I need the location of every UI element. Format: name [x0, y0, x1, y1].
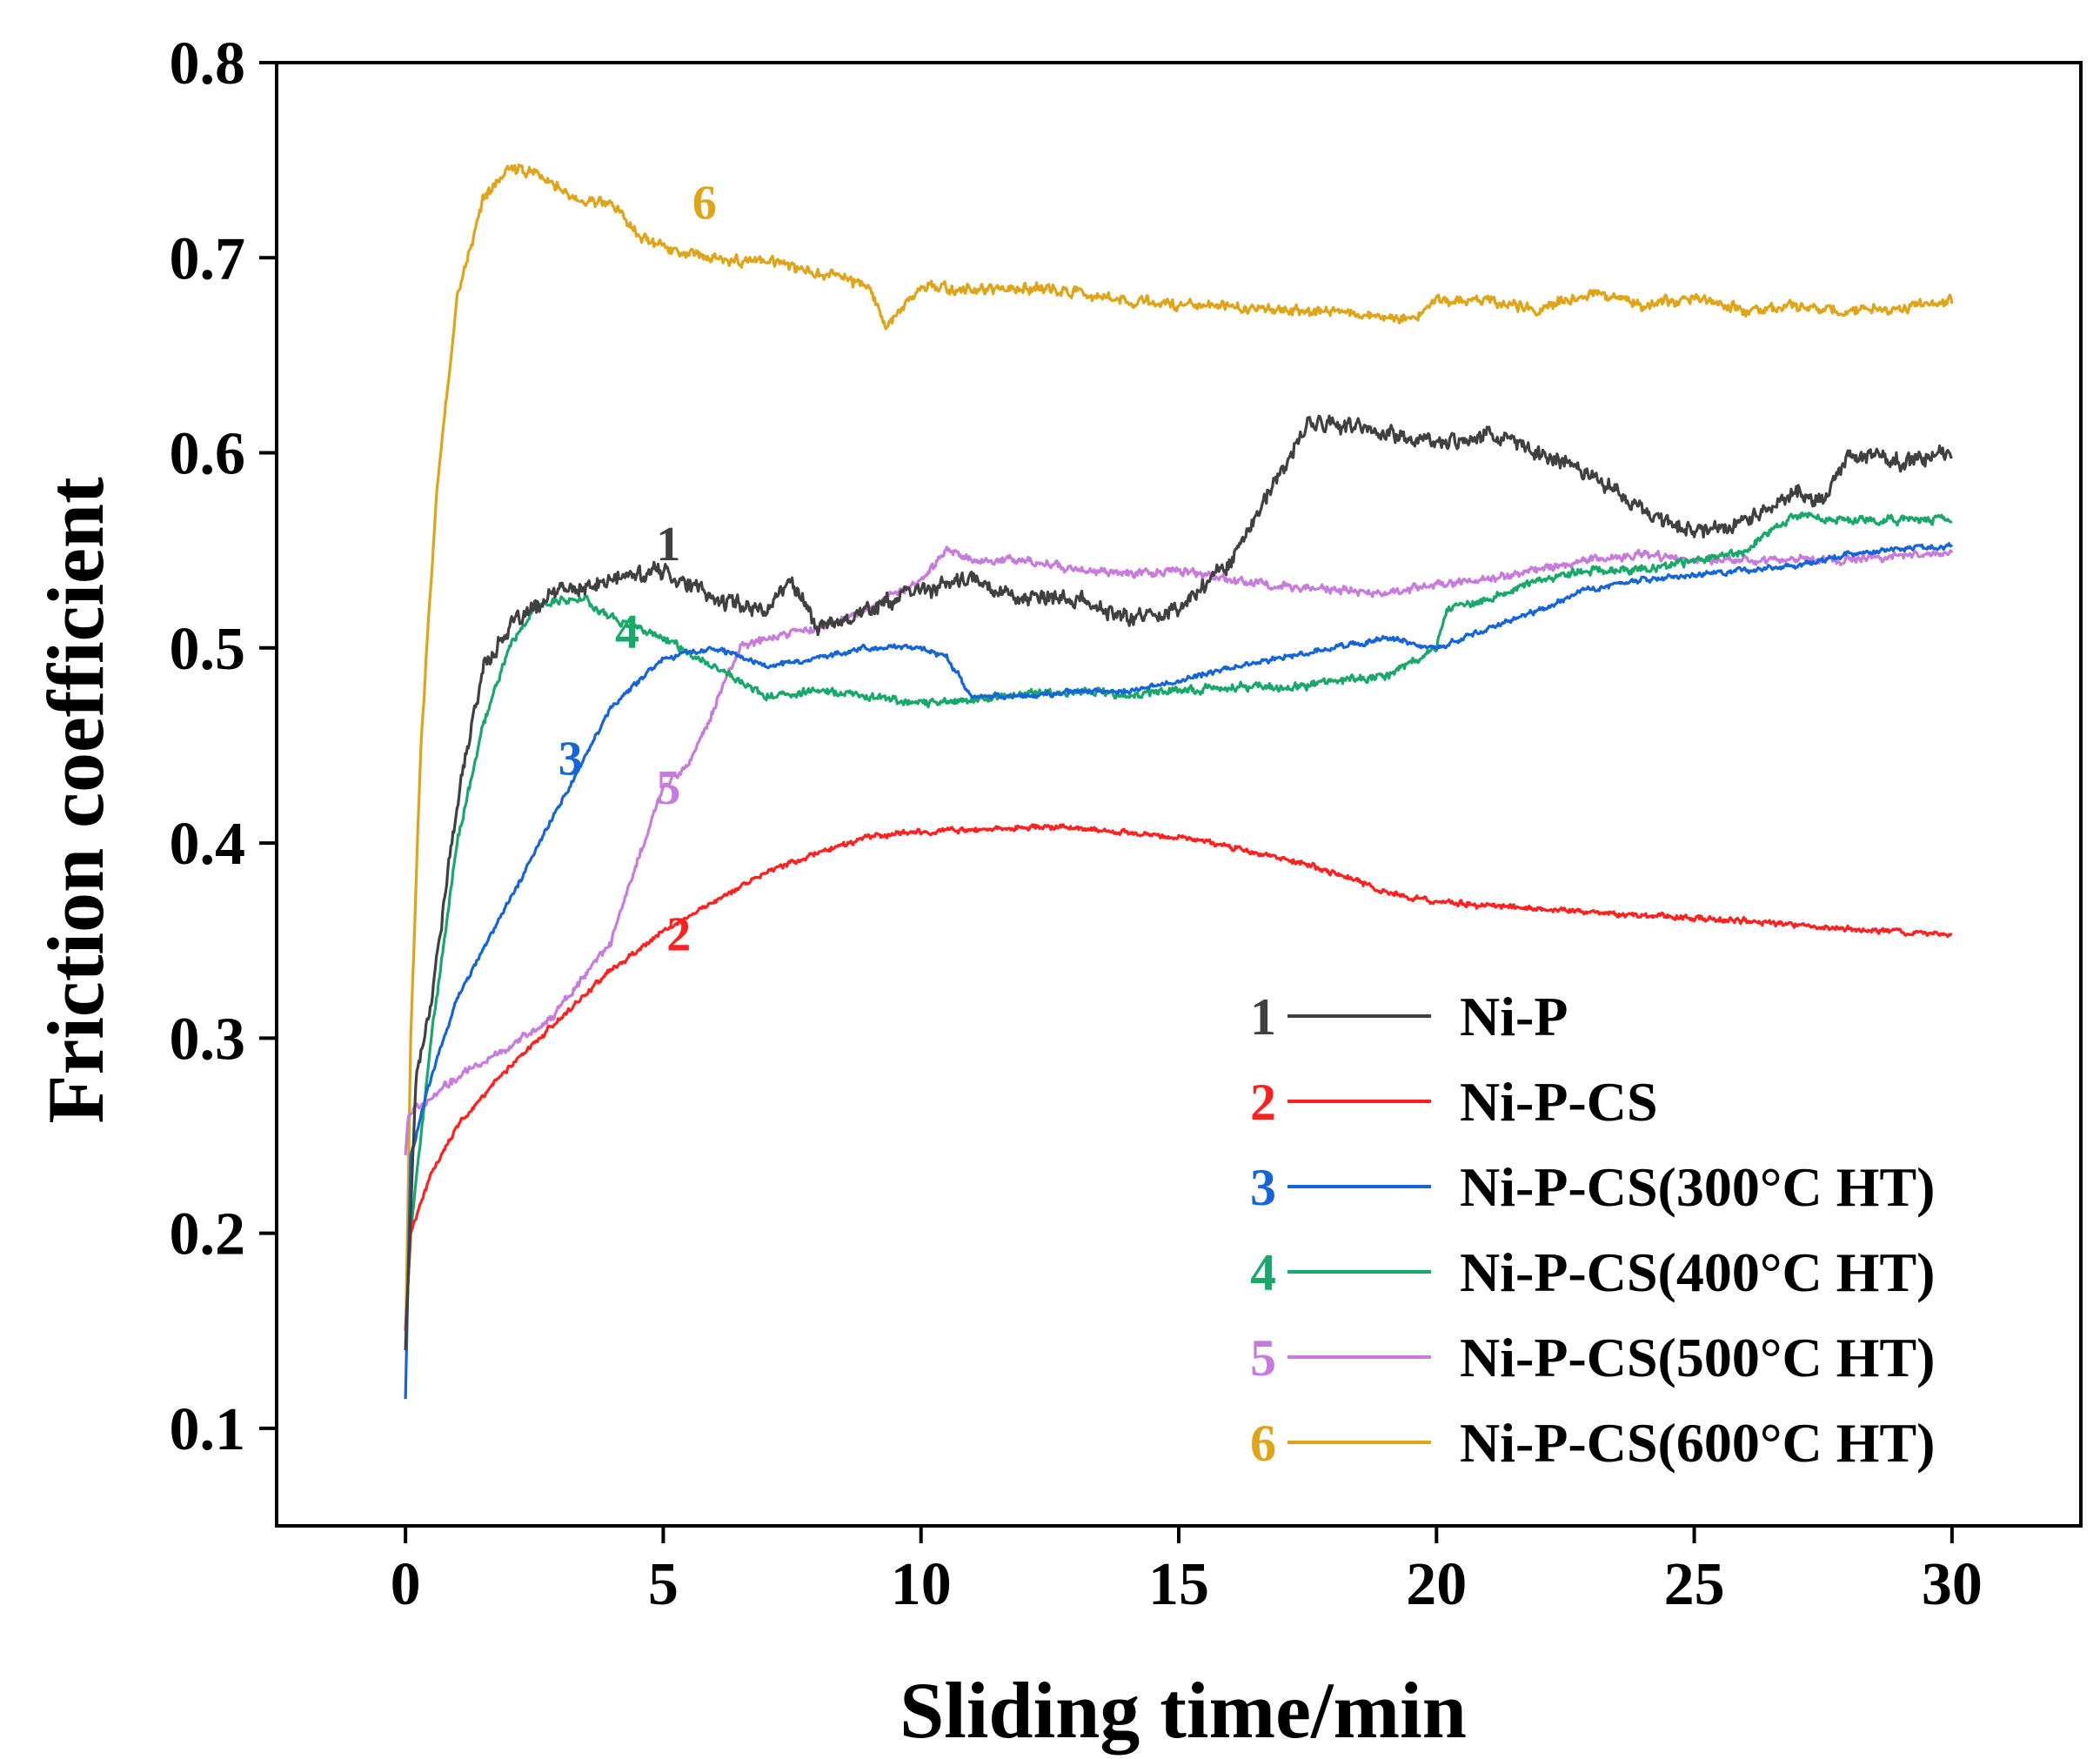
legend-label: Ni-P-CS [1460, 1071, 1658, 1133]
legend-number: 3 [1250, 1159, 1276, 1216]
curve-label-4: 4 [615, 605, 639, 659]
series-layer [404, 163, 1954, 1400]
curve-label-6: 6 [692, 176, 717, 230]
legend-number: 4 [1250, 1244, 1276, 1301]
curve-label-3: 3 [558, 732, 583, 786]
y-tick-label: 0.4 [170, 811, 246, 878]
y-tick-label: 0.7 [170, 225, 246, 292]
legend-label: Ni-P-CS(400°C HT) [1460, 1241, 1935, 1303]
legend-item: 1 Ni-P [1250, 986, 1568, 1047]
legend-number: 1 [1250, 988, 1276, 1046]
x-tick-label: 5 [648, 1551, 679, 1618]
series-line-2 [404, 823, 1953, 1331]
series-line-3 [404, 542, 1954, 1400]
legend-item: 5 Ni-P-CS(500°C HT) [1250, 1327, 1935, 1388]
curve-label-5: 5 [656, 761, 680, 815]
x-tick-label: 30 [1922, 1551, 1983, 1618]
y-tick-label: 0.5 [170, 616, 246, 683]
curve-labels: 6 5 4 3 2 1 [558, 176, 717, 961]
legend: 1 Ni-P 2 Ni-P-CS 3 Ni-P-CS(300°C HT) 4 Ni-P-CS(… [1250, 986, 1935, 1474]
legend-label: Ni-P [1460, 986, 1568, 1047]
x-tick-label: 15 [1148, 1551, 1209, 1618]
y-tick-label: 0.6 [170, 421, 246, 488]
legend-number: 5 [1250, 1329, 1276, 1387]
x-tick-label: 25 [1664, 1551, 1725, 1618]
series-line-6 [404, 163, 1954, 1351]
y-axis-title: Friction coefficient [31, 477, 120, 1124]
y-tick-label: 0.8 [170, 30, 246, 97]
x-tick-label: 0 [391, 1551, 421, 1618]
y-tick-label: 0.1 [170, 1396, 246, 1463]
legend-item: 2 Ni-P-CS [1250, 1071, 1658, 1133]
x-tick-label: 10 [891, 1551, 952, 1618]
y-tick-label: 0.3 [170, 1006, 246, 1073]
x-axis-title: Sliding time/min [900, 1666, 1467, 1755]
legend-item: 6 Ni-P-CS(600°C HT) [1250, 1412, 1935, 1474]
legend-label: Ni-P-CS(600°C HT) [1460, 1412, 1935, 1474]
curve-label-1: 1 [656, 518, 680, 572]
legend-label: Ni-P-CS(300°C HT) [1460, 1156, 1935, 1218]
legend-number: 6 [1250, 1415, 1276, 1472]
legend-number: 2 [1250, 1073, 1276, 1131]
legend-item: 4 Ni-P-CS(400°C HT) [1250, 1241, 1935, 1303]
ticks-layer: 0 5 10 15 20 25 300.10.20.30.40.50.60.70.8 [170, 30, 1983, 1618]
x-tick-label: 20 [1406, 1551, 1467, 1618]
series-line-1 [404, 414, 1954, 1351]
y-tick-label: 0.2 [170, 1201, 246, 1268]
legend-label: Ni-P-CS(500°C HT) [1460, 1327, 1935, 1388]
curve-label-2: 2 [666, 907, 691, 961]
series-line-4 [404, 512, 1953, 1331]
legend-item: 3 Ni-P-CS(300°C HT) [1250, 1156, 1935, 1218]
